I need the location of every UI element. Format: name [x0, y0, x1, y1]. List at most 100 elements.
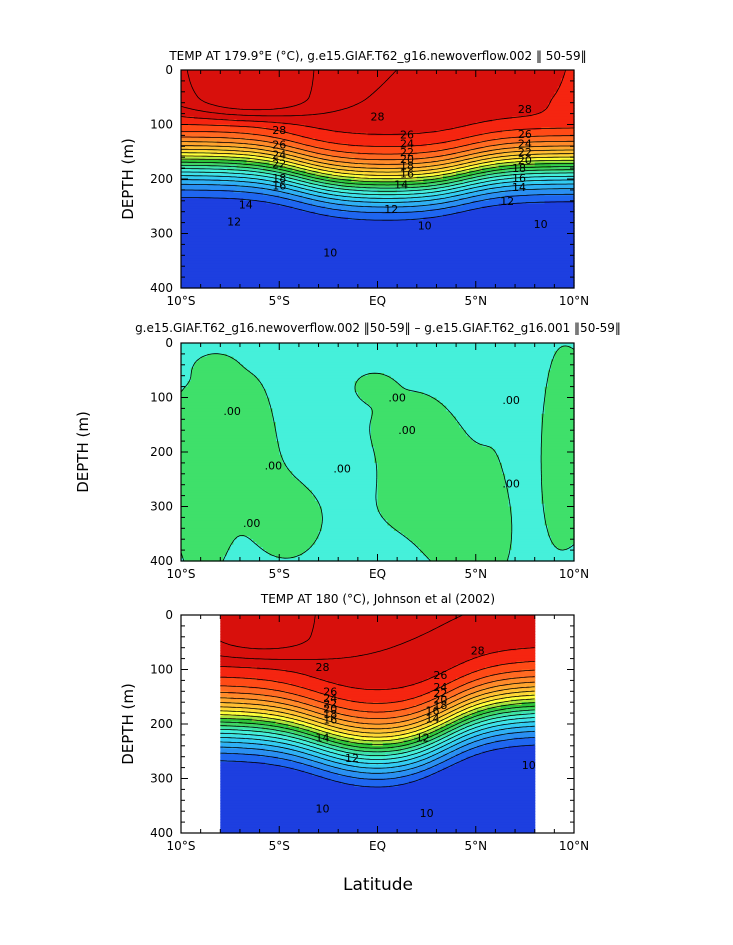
field-cell	[511, 726, 536, 731]
field-cell	[531, 113, 575, 117]
field-cell	[356, 715, 397, 720]
field-cell	[246, 159, 271, 164]
field-cell	[181, 89, 559, 93]
field-cell	[325, 181, 346, 186]
field-cell	[280, 745, 300, 750]
field-cell	[181, 370, 192, 374]
field-cell	[317, 743, 331, 747]
field-cell	[335, 721, 358, 725]
field-cell	[443, 704, 455, 709]
field-cell	[440, 737, 449, 741]
field-cell	[269, 140, 297, 145]
field-cell	[282, 181, 297, 186]
field-cell	[353, 748, 402, 752]
field-cell	[488, 176, 523, 180]
field-cell	[541, 454, 575, 459]
field-cell	[220, 759, 292, 763]
field-cell	[374, 449, 496, 453]
field-cell	[390, 525, 513, 529]
field-cell	[544, 514, 575, 518]
field-cell	[461, 751, 483, 755]
field-cell	[291, 759, 313, 763]
field-cell	[181, 487, 310, 491]
field-cell	[551, 99, 575, 104]
field-cell	[220, 764, 282, 769]
field-cell	[508, 552, 575, 557]
field-cell	[364, 400, 441, 404]
field-cell	[521, 669, 536, 673]
x-tick-label: 5°N	[464, 567, 487, 581]
field-cell	[495, 138, 575, 142]
field-cell	[411, 745, 423, 750]
field-cell	[432, 737, 441, 741]
field-cell	[262, 386, 356, 390]
field-cell	[367, 372, 385, 377]
field-cell	[275, 184, 293, 188]
contour-label: .00	[265, 460, 283, 473]
y-tick-label: 300	[150, 500, 173, 514]
field-cell	[243, 198, 290, 202]
field-cell	[220, 631, 536, 635]
field-cell	[181, 233, 575, 237]
field-cell	[458, 729, 468, 733]
field-cell	[220, 803, 536, 807]
field-cell	[501, 465, 542, 469]
field-cell	[370, 435, 470, 439]
field-cell	[474, 734, 494, 739]
field-cell	[322, 775, 352, 780]
contour-label: .00	[398, 424, 416, 437]
field-cell	[181, 189, 234, 194]
field-cell	[181, 517, 323, 521]
field-cell	[181, 394, 267, 399]
field-cell	[461, 724, 473, 728]
field-cell	[220, 634, 536, 638]
field-cell	[314, 704, 337, 709]
field-cell	[181, 514, 323, 518]
field-cell	[220, 724, 271, 728]
field-cell	[511, 533, 549, 538]
field-cell	[282, 460, 375, 464]
contour-label: 22	[272, 158, 286, 171]
field-cell	[414, 696, 436, 701]
field-cell	[181, 255, 575, 259]
model-contour-lines	[180, 69, 574, 221]
field-cell	[437, 770, 536, 774]
field-cell	[328, 214, 444, 218]
field-cell	[406, 162, 447, 166]
field-cell	[557, 86, 575, 90]
field-cell	[354, 176, 418, 180]
x-tick-label: EQ	[369, 294, 386, 308]
field-cell	[437, 707, 449, 711]
field-cell	[495, 729, 536, 733]
field-cell	[321, 195, 349, 199]
x-axis-label: Latitude	[343, 875, 413, 895]
field-cell	[181, 555, 225, 559]
field-cell	[479, 162, 496, 166]
field-cell	[309, 748, 324, 752]
field-cell	[414, 737, 426, 741]
field-cell	[230, 732, 276, 736]
field-cell	[508, 503, 546, 508]
contour-label: 24	[433, 681, 447, 694]
field-cell	[318, 501, 379, 505]
field-cell	[315, 539, 411, 543]
field-cell	[508, 745, 536, 750]
field-cell	[220, 677, 258, 681]
field-cell	[266, 392, 359, 396]
field-cell	[472, 195, 506, 199]
field-cell	[469, 208, 575, 213]
contour-line-10	[220, 737, 535, 780]
contour-line-21	[220, 690, 535, 734]
contour-label: 16	[426, 704, 440, 717]
field-cell	[448, 726, 457, 731]
field-cell	[450, 729, 460, 733]
field-cell	[312, 162, 329, 166]
field-cell	[181, 225, 575, 229]
field-cell	[288, 743, 305, 747]
field-cell	[461, 740, 476, 744]
field-cell	[544, 392, 575, 396]
field-cell	[435, 688, 455, 692]
field-cell	[450, 680, 473, 684]
field-cell	[220, 672, 303, 676]
field-cell	[181, 372, 192, 377]
